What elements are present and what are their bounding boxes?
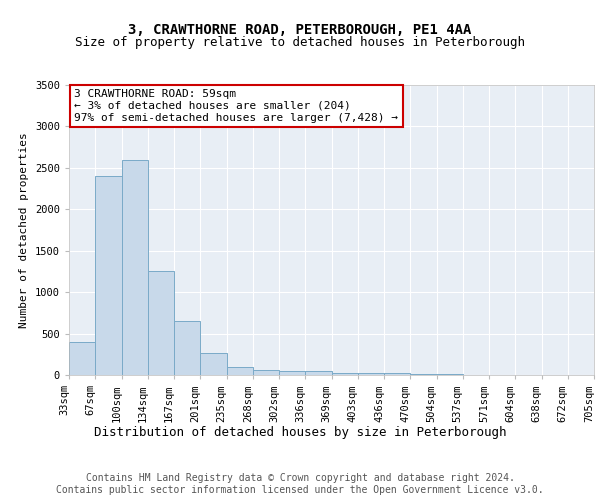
Bar [227,366,253,375]
Bar [174,321,200,375]
Bar [200,354,227,375]
Bar [384,374,410,375]
Text: Contains HM Land Registry data © Crown copyright and database right 2024.
Contai: Contains HM Land Registry data © Crown c… [56,474,544,495]
Bar [305,371,331,375]
Bar [358,374,384,375]
Bar [410,374,437,375]
Text: 3, CRAWTHORNE ROAD, PETERBOROUGH, PE1 4AA: 3, CRAWTHORNE ROAD, PETERBOROUGH, PE1 4A… [128,22,472,36]
Bar [95,176,121,375]
Bar [121,160,148,375]
Bar [279,371,305,375]
Bar [331,372,358,375]
Y-axis label: Number of detached properties: Number of detached properties [19,132,29,328]
Bar [148,272,174,375]
Bar [69,342,95,375]
Bar [253,370,279,375]
Bar [437,374,463,375]
Text: 3 CRAWTHORNE ROAD: 59sqm
← 3% of detached houses are smaller (204)
97% of semi-d: 3 CRAWTHORNE ROAD: 59sqm ← 3% of detache… [74,90,398,122]
Text: Size of property relative to detached houses in Peterborough: Size of property relative to detached ho… [75,36,525,49]
Text: Distribution of detached houses by size in Peterborough: Distribution of detached houses by size … [94,426,506,439]
